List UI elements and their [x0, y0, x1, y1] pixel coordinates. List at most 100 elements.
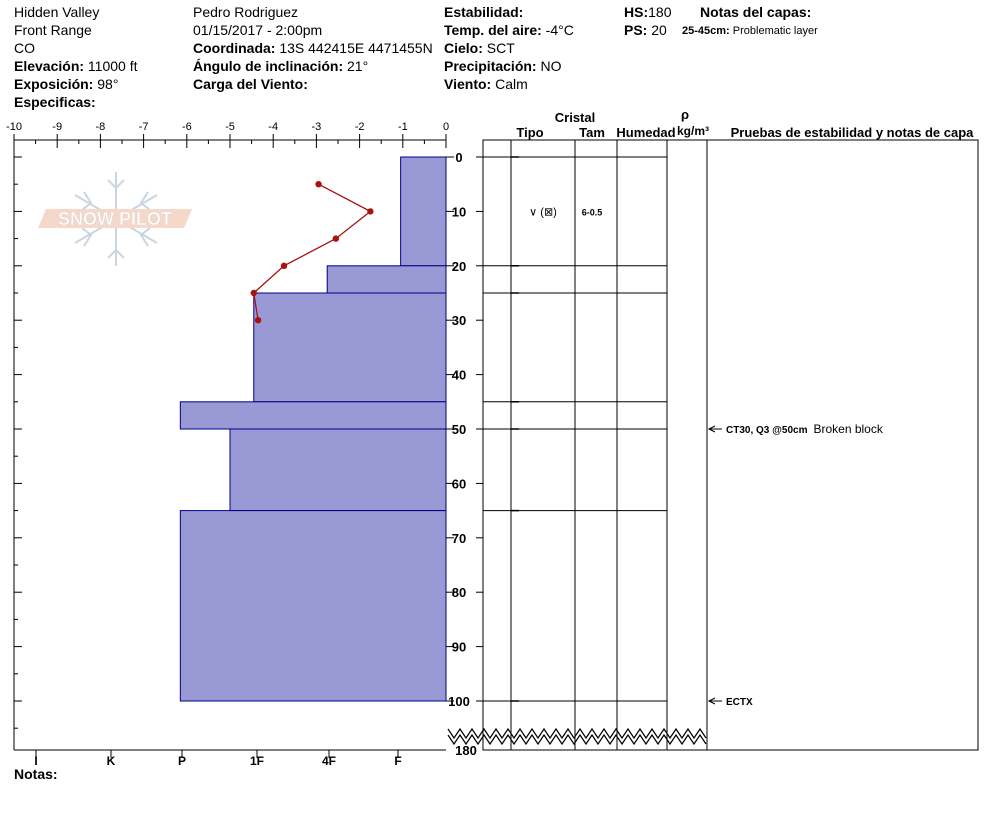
wind-load-label: Carga del Viento:: [193, 76, 308, 92]
temp-tick-label: -6: [182, 121, 192, 133]
observer-name: Pedro Rodriguez: [193, 4, 299, 20]
hs-value: 180: [648, 4, 672, 20]
slope-row: Ángulo de inclinación: 21°: [193, 57, 368, 75]
aspect-label: Exposición:: [14, 76, 94, 92]
table-frame: [482, 139, 979, 751]
elevation-value: 11000 ft: [87, 58, 138, 74]
slope-value: 21°: [347, 58, 369, 74]
sky-row: Cielo: SCT: [444, 39, 515, 57]
hardness-label: P: [178, 754, 186, 768]
sky-label: Cielo:: [444, 40, 483, 56]
layer-notes-label: Notas del capas:: [700, 4, 812, 20]
aspect-row: Exposición: 98°: [14, 75, 118, 93]
depth-tick-label: 30: [452, 313, 466, 328]
temp-tick-label: -10: [6, 121, 22, 133]
hardness-label: 1F: [250, 754, 264, 768]
temperature-point: [332, 235, 340, 242]
coordinate-row: Coordinada: 13S 442415E 4471455N: [193, 39, 433, 57]
type-header: Tipo: [516, 125, 543, 140]
depth-tick-label: 70: [452, 531, 466, 546]
test-arrow-head: [707, 697, 716, 705]
stability-test-note: Broken block: [813, 422, 883, 436]
temperature-point: [254, 317, 262, 324]
ps-row: PS: 20: [624, 21, 667, 39]
elevation-label: Elevación:: [14, 58, 85, 74]
ps-value: 20: [651, 22, 667, 38]
hardness-label: I: [34, 754, 37, 768]
hs-row: HS:180: [624, 3, 671, 21]
air-temp-label: Temp. del aire:: [444, 22, 542, 38]
hardness-label: F: [394, 754, 401, 768]
hardness-bar: [326, 265, 447, 294]
temp-tick-label: -1: [398, 121, 408, 133]
location-name: Hidden Valley: [14, 4, 100, 20]
depth-tick-label: 100: [448, 694, 470, 709]
wind-value: Calm: [495, 76, 528, 92]
crystal-type: ∨ (⊠): [529, 206, 557, 218]
test-arrow-head: [707, 425, 716, 433]
specifics-label: Especificas:: [14, 94, 96, 110]
temperature-line: [253, 183, 372, 321]
depth-tick-label: 10: [452, 204, 466, 219]
precip-row: Precipitación: NO: [444, 57, 561, 75]
stability-test-label: ECTX: [726, 697, 753, 708]
density-symbol: ρ: [681, 107, 689, 122]
hardness-bar: [400, 156, 447, 267]
temperature-point: [315, 181, 322, 188]
depth-tick-label: 80: [452, 585, 466, 600]
hs-label: HS:: [624, 4, 649, 20]
elevation-row: Elevación: 11000 ft: [14, 57, 137, 75]
notes-label: Notas:: [14, 766, 58, 782]
wind-label: Viento:: [444, 76, 492, 92]
layer-note-row: 25-45cm: Problematic layer: [682, 22, 818, 40]
stability-test-label: CT30, Q3 @50cm: [726, 425, 808, 436]
coordinate-value: 13S 442415E 4471455N: [279, 40, 433, 56]
depth-tick-label: 40: [452, 368, 466, 383]
layer-note-range: 25-45cm:: [682, 25, 730, 37]
temp-tick-label: -2: [355, 121, 365, 133]
depth-tick-label: 50: [452, 422, 466, 437]
axis-break-zigzag: [447, 727, 707, 740]
temp-tick-label: -5: [225, 121, 235, 133]
coordinate-label: Coordinada:: [193, 40, 276, 56]
hardness-bar: [229, 428, 447, 512]
slope-label: Ángulo de inclinación:: [193, 58, 344, 74]
depth-bottom-label: 180: [455, 743, 477, 758]
crystal-size: 6-0.5: [582, 207, 603, 217]
precip-label: Precipitación:: [444, 58, 537, 74]
temp-tick-label: -7: [139, 121, 149, 133]
observation-datetime: 01/15/2017 - 2:00pm: [193, 22, 323, 38]
ps-label: PS:: [624, 22, 648, 38]
size-header: Tam: [579, 125, 605, 140]
hardness-bar: [179, 510, 447, 702]
logo-text: SNOW PILOT: [58, 209, 172, 229]
air-temp-value: -4°C: [545, 22, 574, 38]
temp-tick-label: -4: [268, 121, 278, 133]
temp-tick-label: -9: [52, 121, 62, 133]
air-temp-row: Temp. del aire: -4°C: [444, 21, 574, 39]
moisture-header: Humedad: [616, 125, 675, 140]
temperature-point: [280, 262, 288, 269]
layer-note-text: Problematic layer: [732, 25, 818, 37]
temperature-point: [367, 208, 374, 215]
state-name: CO: [14, 40, 35, 56]
wind-row: Viento: Calm: [444, 75, 528, 93]
depth-tick-label: 60: [452, 476, 466, 491]
hardness-bar: [179, 401, 447, 430]
tests-header: Pruebas de estabilidad y notas de capa: [731, 125, 975, 140]
temp-tick-label: 0: [443, 121, 449, 133]
depth-tick-label: 90: [452, 640, 466, 655]
axis-break-zigzag: [447, 733, 707, 746]
stability-label: Estabilidad:: [444, 4, 524, 20]
depth-tick-label: 20: [452, 259, 466, 274]
temperature-point: [250, 289, 257, 297]
depth-tick-label: 0: [455, 150, 462, 165]
hardness-label: K: [107, 754, 116, 768]
density-unit: kg/m³: [677, 124, 709, 138]
aspect-value: 98°: [97, 76, 119, 92]
range-name: Front Range: [14, 22, 92, 38]
sky-value: SCT: [486, 40, 515, 56]
snow-pilot-logo: SNOW PILOT: [38, 172, 192, 266]
precip-value: NO: [540, 58, 562, 74]
